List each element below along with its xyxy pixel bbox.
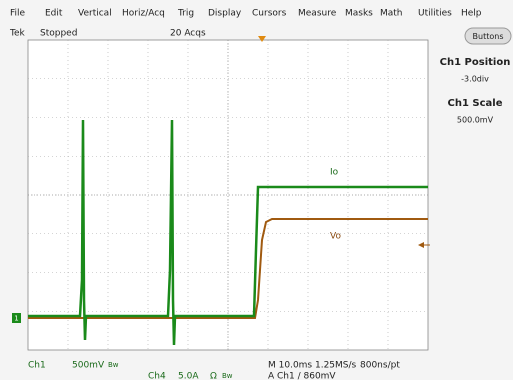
resolution: 800ns/pt: [360, 361, 400, 371]
ch1-scale: 500mV: [72, 361, 105, 371]
acq-state: Stopped: [40, 29, 77, 39]
menu-item[interactable]: Masks: [345, 9, 373, 19]
io-trace: [28, 119, 428, 346]
buttons-label[interactable]: Buttons: [473, 32, 504, 41]
menu-bar: File Edit Vertical Horiz/Acq Trig Display Curs…: [10, 9, 482, 19]
ch1-marker: 1: [14, 315, 18, 323]
ch4-label: Ch4: [148, 372, 166, 380]
menu-item[interactable]: Trig: [177, 9, 194, 19]
position-title: Ch1 Position: [440, 57, 511, 68]
menu-item[interactable]: Vertical: [78, 9, 112, 19]
trigger-position: [258, 36, 266, 42]
ch1-bw: Bw: [108, 361, 119, 369]
timebase: M 10.0ms 1.25MS/s: [268, 361, 357, 371]
trigger-readout: A Ch1 ∕ 860mV: [268, 372, 336, 380]
menu-item[interactable]: Cursors: [252, 9, 287, 19]
buttons-toggle[interactable]: [464, 27, 512, 45]
ch4-bw: Bw: [222, 372, 233, 380]
brand: Tek: [9, 29, 26, 39]
vo-label: Vo: [330, 232, 341, 242]
ch1-marker-box: [12, 313, 21, 323]
grid: [28, 40, 428, 350]
menu-item[interactable]: Horiz/Acq: [122, 9, 165, 19]
io-label: Io: [330, 168, 339, 178]
menu-item[interactable]: File: [10, 9, 26, 19]
menu-item[interactable]: Math: [380, 9, 403, 19]
menu-item[interactable]: Measure: [298, 9, 337, 19]
menu-item[interactable]: Edit: [45, 9, 63, 19]
scale-value: 500.0mV: [457, 116, 494, 125]
menu-item[interactable]: Utilities: [418, 9, 452, 19]
ch1-label: Ch1: [28, 361, 46, 371]
ch4-scale: 5.0A: [178, 372, 199, 380]
acq-count: 20 Acqs: [170, 29, 206, 39]
scale-title: Ch1 Scale: [448, 98, 503, 109]
ch4-ohm: Ω: [210, 372, 217, 380]
vo-trace: [28, 218, 428, 319]
menu-item[interactable]: Help: [461, 9, 482, 19]
position-value: -3.0div: [461, 75, 489, 84]
trigger-level: [418, 242, 424, 248]
menu-item[interactable]: Display: [208, 9, 242, 19]
